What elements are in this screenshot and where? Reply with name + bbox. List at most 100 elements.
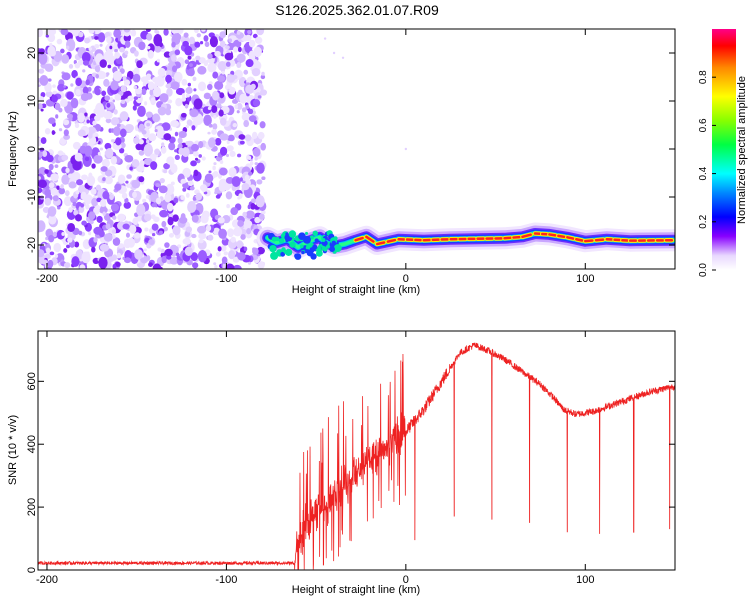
noise-blob [245,210,255,219]
noise-blob [123,201,132,209]
noise-blob [217,246,222,252]
carrier-core [354,236,364,242]
carrier-speckle [298,232,306,240]
noise-blob [207,234,214,241]
noise-blob [139,160,145,167]
noise-blob [94,88,101,95]
noise-blob [84,37,91,44]
noise-blob [103,78,110,87]
noise-blob [104,142,112,150]
noise-blob [144,227,149,232]
noise-blob [129,166,133,171]
colorbar-ticks: 0.0 0.2 0.4 0.6 0.8 [698,70,716,277]
noise-blob [116,252,122,259]
noise-blob [38,151,43,158]
colorbar-tick-label: 0.2 [698,214,709,228]
noise-blob [217,75,226,82]
noise-blob [95,184,102,191]
noise-blob [122,223,130,230]
noise-blob [148,239,155,245]
noise-blob [126,174,132,179]
noise-blob [145,29,151,33]
noise-blob [181,146,190,158]
noise-blob [124,29,130,33]
noise-blob [174,149,178,153]
noise-blob [158,230,163,235]
noise-blob [38,29,43,38]
noise-blob [106,102,111,108]
noise-blob [207,62,217,73]
noise-blob [246,228,252,235]
noise-blob [65,167,70,174]
x-tick-label: 100 [576,273,594,285]
x-tick-label: -200 [36,574,58,586]
carrier-speckle [333,244,342,253]
noise-blob [52,195,59,202]
carrier-speckle [329,246,336,253]
noise-blob [94,115,101,122]
snr-ylabel: SNR (10 * v/v) [7,415,19,485]
noise-blob [181,78,188,86]
noise-blob [169,233,174,238]
noise-blob [101,158,110,168]
noise-blob [68,207,73,213]
noise-blob [44,188,52,197]
noise-blob [254,156,258,161]
noise-blob [193,98,203,110]
snr-x-axis: -200 -100 0 100 [36,331,594,586]
noise-blob [195,192,203,201]
noise-blob [243,119,250,128]
noise-blob [211,129,217,135]
noise-blob [138,150,145,156]
noise-blob [61,54,70,64]
carrier-speckle [299,244,304,249]
noise-blob [219,160,224,164]
noise-blob [42,245,46,250]
noise-blob [125,232,130,238]
noise-blob [184,103,189,109]
noise-blob [158,185,168,194]
noise-blob [119,111,129,122]
noise-blob [219,40,226,48]
noise-blob [180,112,187,118]
carrier-speckle [278,238,285,244]
noise-blob [50,187,58,196]
carrier-core [521,233,532,239]
noise-blob [213,115,217,119]
noise-blob [257,131,265,140]
noise-blob [254,162,259,166]
noise-blob [75,190,80,195]
noise-blob [257,261,265,269]
noise-blob [123,238,132,249]
spectrogram-x-axis: -200 -100 0 100 [36,29,594,285]
noise-blob [172,214,179,222]
noise-blob [226,203,231,209]
noise-blob [144,101,148,106]
noise-blob [39,74,49,86]
noise-blob [106,36,112,44]
noise-blob [84,112,88,117]
noise-blob [68,173,74,179]
noise-blob [254,36,263,44]
noise-blob [159,177,165,184]
noise-blob [85,203,90,210]
noise-blob [55,114,59,119]
noise-blob [117,243,125,249]
noise-blob [226,145,234,152]
noise-blob [159,209,169,218]
noise-blob [231,176,241,187]
colorbar-tick-label: 0.8 [698,70,709,84]
noise-blob [182,167,191,178]
noise-blob [133,96,139,101]
noise-blob [154,129,158,133]
noise-blob [94,44,100,49]
noise-blob [104,95,111,101]
noise-blob [175,87,185,96]
noise-blob [40,108,44,112]
carrier-speckle [309,235,314,240]
noise-blob [93,206,100,215]
snr-panel: -200 -100 0 100 0 200 400 600 Height of straig… [7,330,676,596]
noise-blob [221,70,225,75]
noise-blob [80,203,85,208]
noise-blob [189,186,195,191]
